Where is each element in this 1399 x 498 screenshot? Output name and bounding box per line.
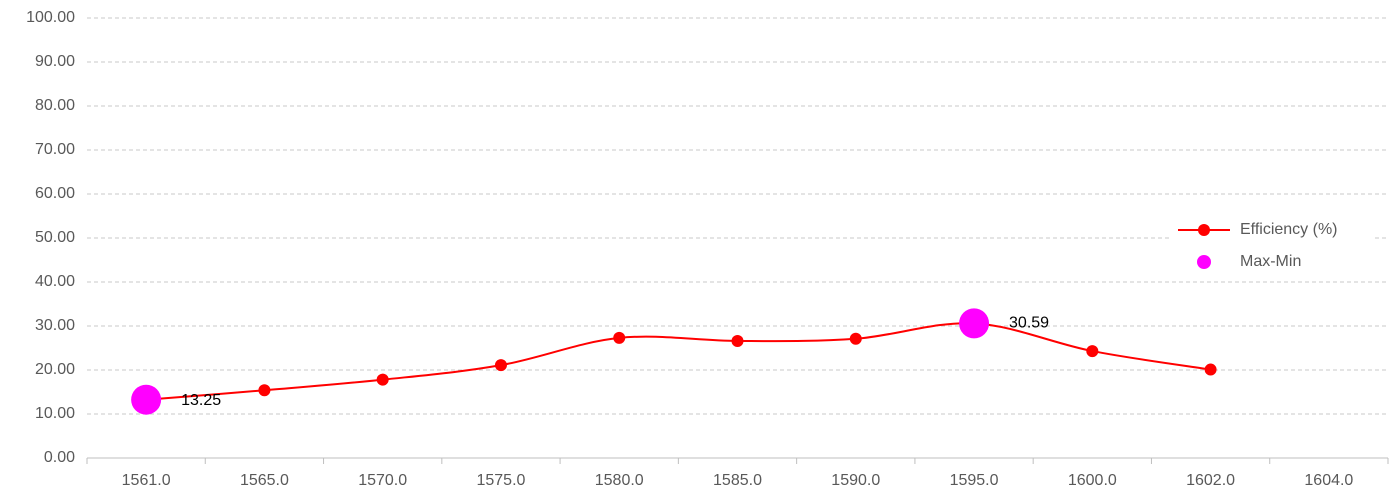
line-point [1086,345,1099,358]
legend-label: Max-Min [1240,253,1301,270]
line-point [731,334,744,347]
legend-marker [1198,224,1210,236]
x-tick-label: 1561.0 [122,472,171,489]
y-tick-label: 90.00 [35,53,75,70]
data-label: 30.59 [1009,315,1049,332]
x-tick-label: 1565.0 [240,472,289,489]
y-tick-label: 20.00 [35,361,75,378]
max-min-point [131,384,162,415]
y-tick-label: 40.00 [35,273,75,290]
x-tick-label: 1580.0 [595,472,644,489]
y-tick-label: 10.00 [35,405,75,422]
data-label: 13.25 [181,392,221,409]
x-tick-label: 1575.0 [476,472,525,489]
y-tick-label: 80.00 [35,97,75,114]
y-tick-label: 100.00 [26,9,75,26]
x-tick-label: 1602.0 [1186,472,1235,489]
y-tick-label: 0.00 [44,449,75,466]
y-tick-label: 30.00 [35,317,75,334]
y-tick-label: 50.00 [35,229,75,246]
x-tick-label: 1600.0 [1068,472,1117,489]
max-min-point [959,308,990,339]
line [146,322,1211,401]
x-tick-label: 1585.0 [713,472,762,489]
line-point [376,373,389,386]
x-tick-label: 1570.0 [358,472,407,489]
line-point [849,332,862,345]
y-tick-label: 70.00 [35,141,75,158]
line-point [494,359,507,372]
x-tick-label: 1595.0 [950,472,999,489]
line-point [258,384,271,397]
line-point [613,331,626,344]
y-tick-label: 60.00 [35,185,75,202]
line-point [1204,363,1217,376]
legend-marker [1197,255,1211,269]
legend-label: Efficiency (%) [1240,221,1338,238]
x-tick-label: 1604.0 [1304,472,1353,489]
x-tick-label: 1590.0 [831,472,880,489]
